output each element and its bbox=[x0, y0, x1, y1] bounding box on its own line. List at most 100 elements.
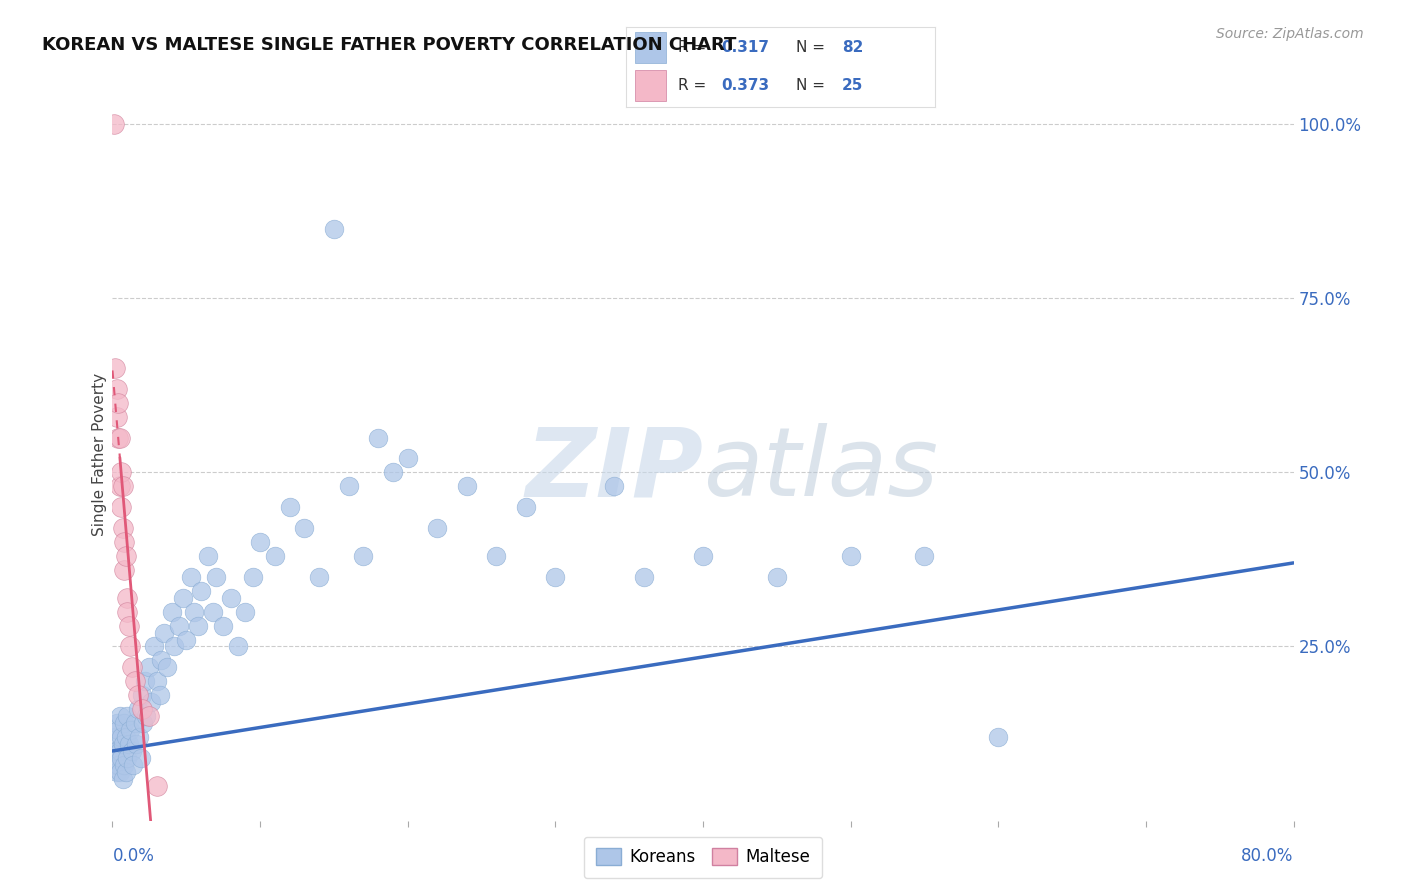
Point bbox=[117, 751, 138, 765]
Point bbox=[110, 466, 132, 480]
Point bbox=[111, 772, 134, 786]
Point bbox=[205, 570, 228, 584]
Point bbox=[337, 479, 360, 493]
Text: 82: 82 bbox=[842, 40, 863, 55]
Point bbox=[127, 688, 149, 702]
Point bbox=[180, 570, 202, 584]
Point bbox=[190, 583, 212, 598]
Y-axis label: Single Father Poverty: Single Father Poverty bbox=[91, 374, 107, 536]
Point bbox=[128, 730, 150, 744]
Point bbox=[121, 660, 143, 674]
Point bbox=[172, 591, 194, 605]
Point bbox=[114, 764, 136, 779]
Point bbox=[149, 688, 172, 702]
Point bbox=[292, 521, 315, 535]
Point bbox=[108, 709, 131, 723]
Point bbox=[124, 674, 146, 689]
Point bbox=[110, 500, 132, 515]
Point bbox=[156, 660, 179, 674]
Point bbox=[120, 640, 142, 654]
Point bbox=[122, 758, 145, 772]
Point bbox=[183, 605, 205, 619]
Point bbox=[118, 618, 141, 632]
Point bbox=[242, 570, 264, 584]
Point bbox=[219, 591, 242, 605]
Point bbox=[163, 640, 186, 654]
Point bbox=[839, 549, 862, 563]
Text: 80.0%: 80.0% bbox=[1241, 847, 1294, 865]
Point bbox=[146, 674, 169, 689]
Text: 25: 25 bbox=[842, 78, 863, 93]
Point bbox=[107, 723, 129, 737]
Point bbox=[212, 618, 235, 632]
Point bbox=[104, 730, 127, 744]
Point bbox=[633, 570, 655, 584]
Point bbox=[396, 451, 419, 466]
Point bbox=[278, 500, 301, 515]
Point bbox=[108, 764, 131, 779]
Point bbox=[112, 758, 135, 772]
Point bbox=[544, 570, 567, 584]
Point bbox=[129, 751, 152, 765]
Point bbox=[160, 605, 183, 619]
Point bbox=[107, 430, 129, 444]
Point bbox=[105, 382, 128, 396]
Point bbox=[105, 409, 128, 424]
Point bbox=[146, 779, 169, 793]
Point bbox=[150, 653, 173, 667]
Point bbox=[914, 549, 936, 563]
Point bbox=[308, 570, 330, 584]
Text: 0.317: 0.317 bbox=[721, 40, 769, 55]
Text: Source: ZipAtlas.com: Source: ZipAtlas.com bbox=[1216, 27, 1364, 41]
Point bbox=[117, 591, 138, 605]
Point bbox=[131, 702, 153, 716]
Point bbox=[111, 521, 134, 535]
Point bbox=[233, 605, 256, 619]
Point bbox=[174, 632, 197, 647]
Point bbox=[107, 758, 129, 772]
Point bbox=[110, 730, 132, 744]
Point bbox=[108, 744, 131, 758]
Text: atlas: atlas bbox=[703, 423, 938, 516]
Point bbox=[112, 563, 135, 577]
Text: N =: N = bbox=[796, 78, 830, 93]
Point bbox=[103, 744, 125, 758]
Point bbox=[112, 716, 135, 731]
Point bbox=[603, 479, 626, 493]
Point bbox=[142, 640, 165, 654]
Point bbox=[132, 716, 155, 731]
Point bbox=[139, 695, 162, 709]
Point bbox=[105, 716, 128, 731]
Legend: Koreans, Maltese: Koreans, Maltese bbox=[583, 837, 823, 878]
Bar bbox=[636, 32, 666, 62]
Point bbox=[382, 466, 405, 480]
Point bbox=[107, 395, 129, 409]
Point bbox=[485, 549, 508, 563]
Point bbox=[110, 751, 132, 765]
Point bbox=[264, 549, 287, 563]
Point bbox=[103, 117, 125, 131]
Point bbox=[167, 618, 190, 632]
Point bbox=[249, 535, 271, 549]
Point bbox=[426, 521, 449, 535]
Point bbox=[352, 549, 374, 563]
Point bbox=[111, 479, 134, 493]
Point bbox=[153, 625, 176, 640]
Point bbox=[112, 535, 135, 549]
Text: 0.373: 0.373 bbox=[721, 78, 769, 93]
Point bbox=[367, 430, 389, 444]
Point bbox=[692, 549, 714, 563]
Point bbox=[987, 730, 1010, 744]
Point bbox=[111, 737, 134, 751]
Point bbox=[135, 709, 157, 723]
Point bbox=[117, 709, 138, 723]
Point bbox=[138, 660, 160, 674]
Point bbox=[138, 709, 160, 723]
Point bbox=[515, 500, 537, 515]
Point bbox=[114, 730, 136, 744]
Point bbox=[124, 716, 146, 731]
Point bbox=[226, 640, 249, 654]
Point bbox=[104, 758, 127, 772]
Text: 0.0%: 0.0% bbox=[112, 847, 155, 865]
Point bbox=[108, 430, 131, 444]
